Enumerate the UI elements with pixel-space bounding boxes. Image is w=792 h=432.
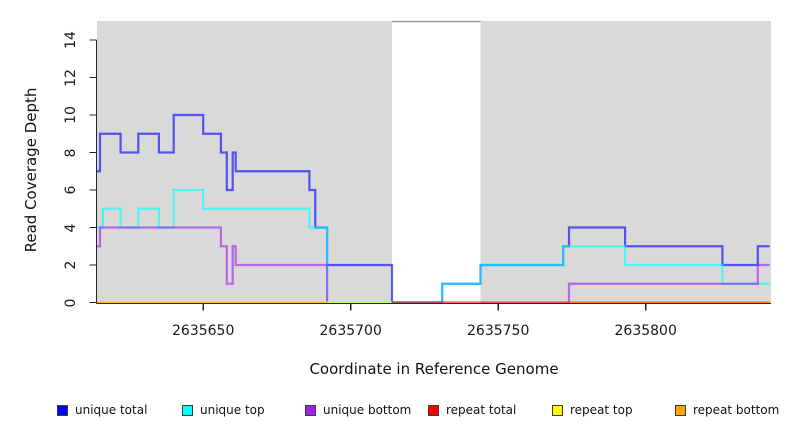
y-tick-label: 14 (63, 31, 79, 49)
legend-swatch-icon (57, 404, 68, 416)
y-tick-label: 6 (63, 185, 79, 195)
legend-item: repeat top (552, 403, 633, 417)
legend-label: unique top (200, 403, 265, 417)
x-tick-label: 2635700 (319, 323, 382, 339)
y-axis-title: Read Coverage Depth (22, 87, 40, 253)
x-tick-label: 2635650 (172, 323, 235, 339)
legend-item: unique top (182, 403, 265, 417)
legend-label: unique bottom (323, 403, 412, 417)
x-axis-title: Coordinate in Reference Genome (309, 360, 559, 378)
legend-label: repeat bottom (693, 403, 780, 417)
y-tick-label: 0 (63, 298, 79, 307)
y-tick-label: 8 (63, 148, 79, 157)
y-tick-label: 10 (63, 106, 79, 124)
y-tick-label: 2 (63, 260, 79, 270)
y-tick-label: 12 (63, 68, 79, 87)
legend-swatch-icon (675, 404, 686, 416)
legend-item: repeat total (428, 403, 516, 417)
legend-item: unique bottom (305, 403, 411, 417)
legend-label: repeat total (446, 403, 517, 417)
x-tick-label: 2635750 (467, 323, 530, 339)
legend-item: unique total (57, 403, 147, 417)
legend-swatch-icon (182, 404, 193, 416)
legend-label: unique total (75, 403, 148, 417)
legend-swatch-icon (552, 404, 563, 416)
legend-swatch-icon (428, 404, 439, 416)
x-tick-label: 2635800 (614, 323, 677, 339)
legend-swatch-icon (305, 404, 316, 416)
legend-item: repeat bottom (675, 403, 779, 417)
y-tick-label: 4 (63, 223, 79, 232)
legend-label: repeat top (570, 403, 633, 417)
